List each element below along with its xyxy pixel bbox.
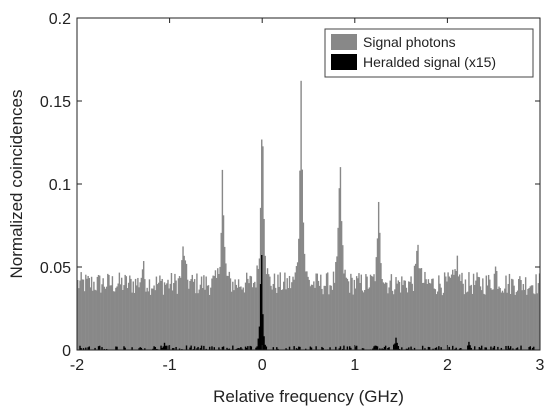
histogram-bar — [510, 346, 511, 350]
x-tick-label: -1 — [162, 357, 176, 374]
legend-label-heralded: Heralded signal (x15) — [363, 54, 496, 70]
histogram-bar — [194, 346, 195, 350]
histogram-bar — [201, 346, 202, 350]
legend-swatch-signal — [331, 34, 357, 50]
histogram-bar — [481, 346, 482, 350]
histogram-bar — [438, 346, 439, 350]
x-tick-label: -2 — [70, 357, 84, 374]
histogram-bar — [203, 346, 204, 350]
y-tick-label: 0.1 — [49, 177, 71, 194]
histogram-bar — [315, 346, 316, 350]
signal-photons-series — [77, 81, 540, 350]
x-axis-title: Relative frequency (GHz) — [213, 387, 404, 406]
x-tick-label: 2 — [443, 357, 452, 374]
legend-swatch-heralded — [331, 54, 357, 70]
histogram-bar — [356, 346, 357, 350]
histogram-bar — [347, 346, 348, 350]
histogram-bar — [530, 346, 531, 350]
histogram-bar — [340, 346, 341, 350]
x-tick-label: 3 — [536, 357, 544, 374]
y-tick-label: 0.2 — [49, 11, 71, 28]
y-axis-title: Normalized coincidences — [7, 90, 26, 279]
histogram-bar — [520, 346, 521, 350]
histogram-bar — [494, 346, 495, 350]
histogram-bar — [211, 346, 212, 350]
histogram-bar — [89, 346, 90, 350]
y-tick-label: 0 — [62, 343, 71, 360]
histogram-bar — [186, 345, 187, 350]
histogram-bar — [474, 346, 475, 350]
histogram-bar — [223, 346, 224, 350]
histogram-bar — [385, 346, 386, 350]
legend-label-signal: Signal photons — [363, 34, 456, 50]
histogram-bar — [343, 346, 344, 350]
histogram-bar — [266, 346, 267, 350]
x-tick-label: 1 — [350, 357, 359, 374]
histogram-bar — [377, 346, 378, 350]
histogram-bar — [232, 346, 233, 350]
y-tick-label: 0.15 — [40, 94, 71, 111]
x-tick-label: 0 — [258, 357, 267, 374]
histogram-bar — [166, 346, 167, 350]
histogram-bar — [190, 346, 191, 350]
histogram-bar — [99, 346, 100, 350]
histogram-bar — [422, 346, 423, 350]
histogram-bar — [247, 346, 248, 350]
legend: Signal photons Heralded signal (x15) — [325, 29, 533, 77]
histogram-bar — [251, 346, 252, 350]
histogram-bar — [452, 346, 453, 350]
histogram-bar — [293, 346, 294, 350]
y-tick-label: 0.05 — [40, 260, 71, 277]
